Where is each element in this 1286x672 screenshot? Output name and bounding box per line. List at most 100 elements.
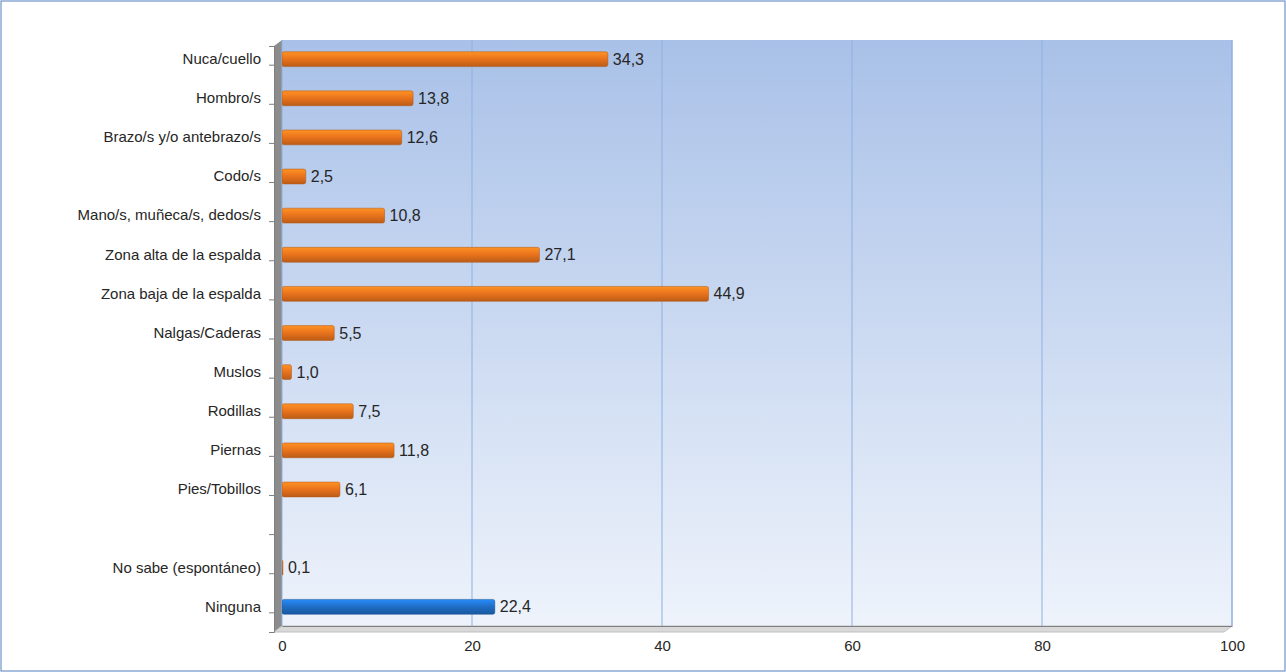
y-tick: Muslos (213, 363, 274, 380)
data-label: 12,6 (407, 129, 438, 146)
bar (282, 286, 709, 301)
y-tick: Nalgas/Caderas (153, 324, 274, 341)
y-tick: Piernas (210, 441, 274, 458)
bar (282, 560, 283, 575)
x-axis-line (283, 626, 1233, 627)
plot-wall (274, 40, 282, 632)
y-tick-label: Nuca/cuello (183, 50, 261, 67)
bar (282, 208, 385, 223)
y-tick-mark (269, 260, 274, 261)
x-tick: 20 (464, 626, 481, 654)
y-tick: Rodillas (208, 402, 274, 419)
y-tick-mark (269, 182, 274, 183)
y-tick-mark (269, 378, 274, 379)
data-label: 44,9 (714, 285, 745, 302)
y-tick: Brazo/s y/o antebrazo/s (103, 128, 274, 145)
bar (282, 365, 292, 380)
data-label: 10,8 (390, 207, 421, 224)
data-label: 27,1 (544, 246, 575, 263)
y-tick-label: No sabe (espontáneo) (113, 559, 261, 576)
grid-line (852, 40, 853, 626)
y-tick-mark (269, 573, 274, 574)
bar (282, 52, 608, 67)
x-tick: 80 (1034, 626, 1051, 654)
y-tick-label: Nalgas/Caderas (153, 324, 261, 341)
y-tick-mark (269, 104, 274, 105)
y-tick-label: Piernas (210, 441, 261, 458)
data-label: 0,1 (288, 559, 310, 576)
y-tick: No sabe (espontáneo) (113, 559, 274, 576)
y-tick-mark (269, 417, 274, 418)
x-tick-label: 100 (1220, 637, 1245, 654)
y-axis-line (269, 47, 275, 633)
grid-line (662, 40, 663, 626)
y-tick-label: Zona baja de la espalda (101, 285, 262, 302)
bar (282, 91, 413, 106)
data-label: 22,4 (500, 598, 531, 615)
y-tick: Mano/s, muñeca/s, dedos/s (78, 206, 274, 223)
y-tick: Hombro/s (196, 89, 274, 106)
y-tick-mark (269, 65, 274, 66)
y-axis: Nuca/cuello Hombro/s Brazo/s y/o antebrazo… (78, 47, 275, 633)
data-labels: 34,3 13,8 12,6 2,5 10,8 27,1 44,9 5,5 1,0 7,5 11,8… (288, 51, 745, 616)
y-tick: Ninguna (205, 598, 274, 615)
y-tick-label: Muslos (213, 363, 261, 380)
x-tick: 0 (278, 626, 286, 654)
data-label: 2,5 (311, 168, 333, 185)
y-tick: Zona alta de la espalda (105, 246, 274, 263)
y-tick-mark (269, 221, 274, 222)
x-tick-label: 40 (654, 637, 671, 654)
grid-line (1232, 40, 1233, 626)
y-tick-label: Brazo/s y/o antebrazo/s (103, 128, 261, 145)
bar (282, 326, 334, 341)
y-tick-label: Pies/Tobillos (178, 480, 261, 497)
y-tick-label: Hombro/s (196, 89, 261, 106)
bars (282, 52, 709, 615)
y-tick-label: Ninguna (205, 598, 262, 615)
x-tick-label: 20 (464, 637, 481, 654)
data-label: 7,5 (358, 403, 380, 420)
bar (282, 247, 539, 262)
bar (282, 599, 495, 614)
y-tick-mark (269, 495, 274, 496)
y-tick-label: Codo/s (213, 167, 261, 184)
y-tick-mark (269, 339, 274, 340)
x-tick: 40 (654, 626, 671, 654)
y-tick: Zona baja de la espalda (101, 285, 274, 302)
bar (282, 130, 402, 145)
y-tick-mark (269, 143, 274, 144)
plot-edge (1232, 40, 1233, 626)
x-axis: 0 20 40 60 80 100 (278, 626, 1245, 654)
y-tick: Pies/Tobillos (178, 480, 274, 497)
grid-line (1042, 40, 1043, 626)
y-tick-label: Zona alta de la espalda (105, 246, 262, 263)
y-tick-mark (269, 534, 274, 535)
plot-floor (274, 626, 1232, 632)
y-tick-mark (269, 612, 274, 613)
data-label: 5,5 (339, 325, 361, 342)
y-tick-label: Rodillas (208, 402, 261, 419)
y-tick-mark (269, 456, 274, 457)
bar (282, 404, 353, 419)
bar (282, 482, 340, 497)
y-tick: Nuca/cuello (183, 50, 274, 67)
data-label: 34,3 (613, 51, 644, 68)
x-tick-label: 60 (844, 637, 861, 654)
x-tick: 100 (1220, 626, 1245, 654)
y-tick-label: Mano/s, muñeca/s, dedos/s (78, 206, 261, 223)
grid-line (472, 40, 473, 626)
x-tick: 60 (844, 626, 861, 654)
data-label: 6,1 (345, 481, 367, 498)
x-tick-label: 80 (1034, 637, 1051, 654)
y-tick: Codo/s (213, 167, 274, 184)
data-label: 11,8 (399, 442, 429, 459)
outer-frame (1, 1, 1285, 671)
data-label: 1,0 (297, 364, 319, 381)
y-tick (269, 534, 274, 535)
grid (282, 40, 1232, 626)
plot-background (282, 40, 1232, 626)
bar (282, 443, 394, 458)
y-tick-mark (269, 299, 274, 300)
x-tick-label: 0 (278, 637, 286, 654)
data-label: 13,8 (418, 90, 449, 107)
